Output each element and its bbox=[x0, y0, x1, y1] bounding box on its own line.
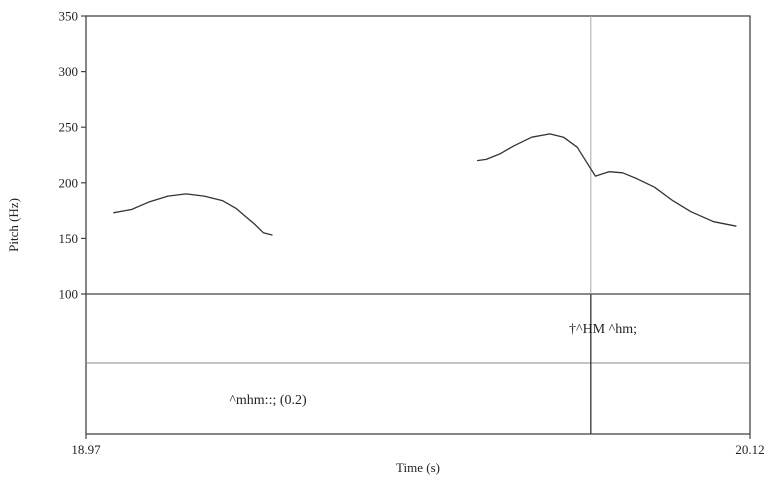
pitch-contour-1 bbox=[113, 193, 273, 236]
x-tick-label: 18.97 bbox=[71, 442, 101, 457]
x-axis-ticks: 18.97 20.12 bbox=[71, 434, 765, 457]
plot-frame bbox=[85, 15, 751, 435]
plot-lines bbox=[85, 15, 751, 435]
pitch-series bbox=[113, 133, 737, 236]
y-tick-label: 250 bbox=[59, 120, 79, 135]
y-axis-ticks: 100 150 200 250 300 350 bbox=[59, 9, 86, 302]
annotation-upper: †^HM ^hm; bbox=[569, 322, 637, 337]
y-tick-label: 300 bbox=[59, 64, 79, 79]
y-axis-label: Pitch (Hz) bbox=[6, 198, 21, 252]
y-tick-label: 100 bbox=[59, 287, 79, 302]
y-tick-label: 200 bbox=[59, 175, 79, 190]
x-tick-label: 20.12 bbox=[735, 442, 764, 457]
pitch-contour-2 bbox=[477, 133, 737, 227]
annotation-lower: ^mhm::; (0.2) bbox=[229, 393, 307, 408]
y-tick-label: 150 bbox=[59, 231, 79, 246]
y-tick-label: 350 bbox=[59, 9, 79, 24]
x-axis-label: Time (s) bbox=[396, 460, 440, 475]
